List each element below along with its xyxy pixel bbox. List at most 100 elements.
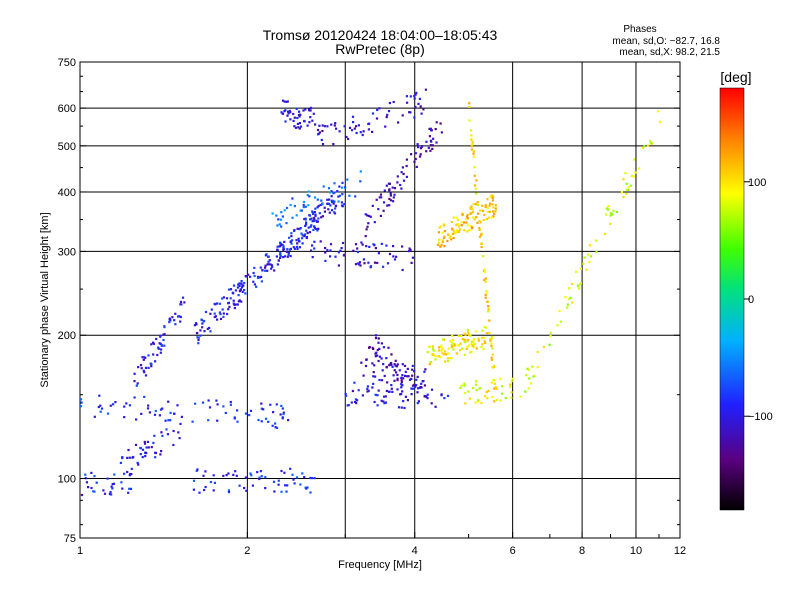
- data-point: [365, 358, 368, 361]
- data-point: [436, 355, 439, 358]
- data-point: [264, 264, 267, 267]
- data-point: [368, 214, 371, 218]
- data-point: [302, 109, 305, 112]
- data-point: [222, 312, 225, 315]
- data-point: [470, 343, 473, 346]
- data-point: [472, 150, 475, 153]
- data-point: [411, 384, 415, 387]
- data-point: [395, 371, 398, 374]
- data-point: [272, 411, 275, 414]
- data-point: [142, 358, 145, 361]
- data-point: [110, 493, 113, 496]
- data-point: [440, 349, 443, 352]
- data-point: [354, 243, 358, 246]
- data-point: [253, 283, 256, 286]
- data-point: [467, 344, 470, 347]
- data-point: [161, 407, 164, 410]
- data-point: [367, 128, 370, 131]
- data-point: [422, 380, 425, 383]
- data-point: [286, 484, 289, 487]
- data-point: [457, 344, 460, 347]
- data-point: [130, 467, 133, 470]
- y-tick-label: 200: [58, 330, 76, 342]
- data-point: [482, 218, 485, 222]
- data-point: [283, 110, 286, 113]
- y-tick-label: 300: [58, 246, 76, 258]
- data-point: [287, 253, 290, 256]
- y-axis-label: Stationary phase Virtual Height [km]: [39, 212, 51, 387]
- data-point: [393, 379, 396, 382]
- data-point: [494, 207, 497, 210]
- data-point: [292, 112, 295, 116]
- data-point: [429, 139, 432, 142]
- data-point: [191, 420, 194, 423]
- data-point: [112, 403, 115, 406]
- data-point: [609, 214, 612, 217]
- data-point: [398, 369, 401, 372]
- data-point: [480, 402, 483, 405]
- data-point: [341, 186, 344, 189]
- data-point: [395, 365, 398, 368]
- data-point: [463, 353, 466, 356]
- data-point: [237, 283, 240, 286]
- data-point: [321, 129, 324, 133]
- data-point: [490, 358, 493, 361]
- data-point: [490, 216, 493, 219]
- data-point: [318, 131, 321, 134]
- data-point: [368, 346, 371, 349]
- data-point: [622, 178, 625, 181]
- data-point: [404, 395, 407, 398]
- data-point: [353, 127, 356, 130]
- data-point: [196, 468, 199, 471]
- data-point: [112, 482, 116, 485]
- data-point: [201, 326, 204, 329]
- data-point: [237, 300, 240, 303]
- data-point: [483, 268, 486, 271]
- data-point: [489, 339, 492, 342]
- data-point: [482, 336, 485, 339]
- data-point: [373, 221, 376, 224]
- data-point: [256, 471, 259, 474]
- data-point: [588, 244, 591, 247]
- data-point: [589, 255, 593, 258]
- data-point: [305, 487, 308, 490]
- data-point: [445, 353, 448, 356]
- data-point: [309, 491, 312, 494]
- data-point: [317, 217, 320, 220]
- data-point: [519, 395, 522, 398]
- data-point: [93, 475, 96, 478]
- data-point: [202, 320, 205, 323]
- data-point: [121, 456, 124, 459]
- data-point: [470, 227, 474, 230]
- data-point: [335, 127, 338, 130]
- data-point: [478, 235, 482, 238]
- data-point: [365, 228, 368, 231]
- data-point: [323, 210, 326, 213]
- x-tick-label: 2: [244, 545, 250, 557]
- data-point: [356, 399, 359, 402]
- data-point: [290, 232, 293, 235]
- data-point: [174, 312, 177, 315]
- data-point: [484, 280, 487, 283]
- data-point: [362, 130, 365, 133]
- data-point: [313, 240, 316, 243]
- data-point: [415, 165, 418, 168]
- data-point: [99, 404, 102, 407]
- data-point: [319, 203, 322, 207]
- data-point: [317, 204, 320, 207]
- data-point: [490, 344, 493, 347]
- data-point: [397, 121, 400, 124]
- data-point: [374, 334, 378, 337]
- data-point: [476, 201, 479, 204]
- data-point: [304, 205, 307, 208]
- data-point: [404, 374, 407, 377]
- data-point: [195, 469, 198, 472]
- data-point: [372, 382, 375, 385]
- data-point: [123, 416, 126, 419]
- data-point: [480, 336, 484, 340]
- data-point: [468, 333, 471, 336]
- data-point: [542, 345, 545, 348]
- data-point: [285, 250, 288, 253]
- data-point: [271, 424, 274, 427]
- data-point: [372, 375, 375, 378]
